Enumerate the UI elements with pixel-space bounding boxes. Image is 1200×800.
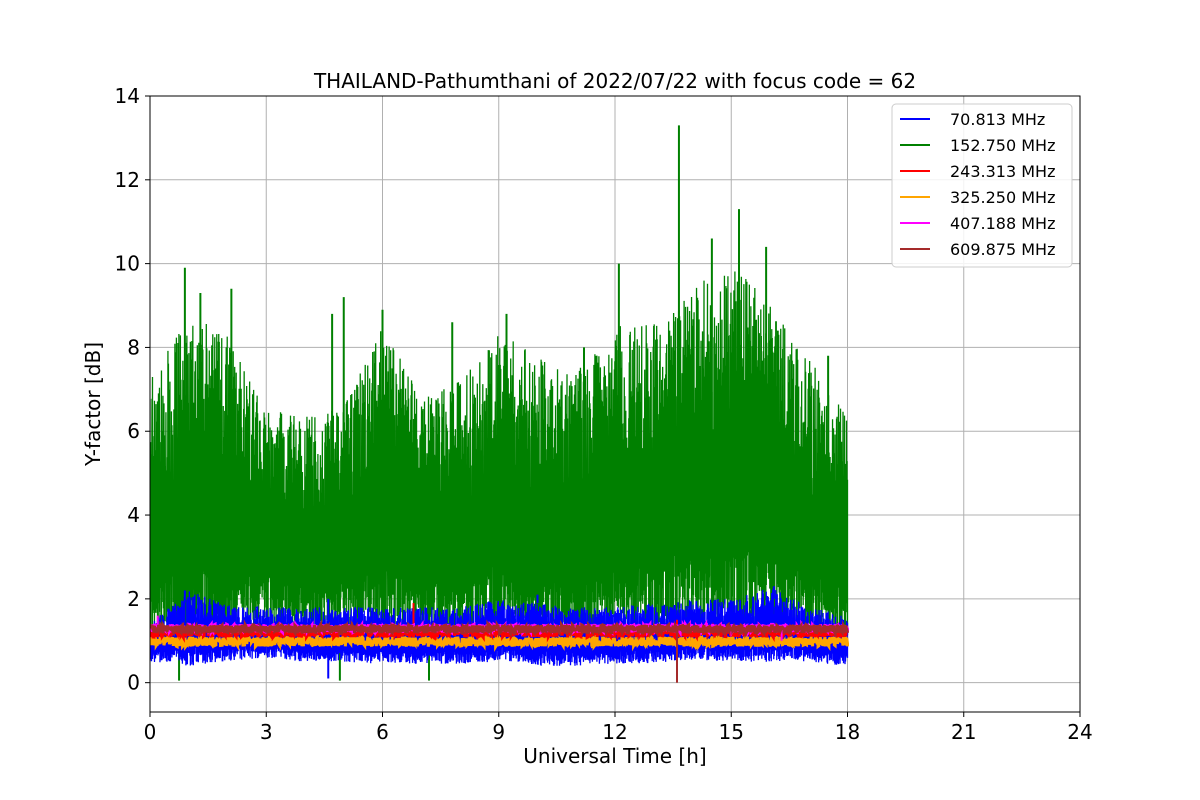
x-tick-label: 3	[260, 720, 273, 744]
legend-item: 152.750 MHz	[900, 136, 1055, 155]
legend-label: 152.750 MHz	[950, 136, 1055, 155]
y-tick-label: 0	[127, 671, 140, 695]
legend: 70.813 MHz 152.750 MHz 243.313 MHz 325.250 …	[891, 103, 1073, 268]
legend-label: 70.813 MHz	[950, 110, 1045, 129]
legend-label: 325.250 MHz	[950, 188, 1055, 207]
series-609-875-MHz	[150, 619, 849, 683]
series-152-750-MHz	[150, 125, 849, 681]
legend-label: 243.313 MHz	[950, 162, 1055, 181]
y-tick-label: 8	[127, 335, 140, 359]
legend-label: 407.188 MHz	[950, 214, 1055, 233]
legend-item: 70.813 MHz	[900, 110, 1045, 129]
x-tick-label: 9	[492, 720, 505, 744]
series-layer	[150, 125, 849, 683]
series-line	[150, 619, 849, 639]
y-tick-label: 4	[127, 503, 140, 527]
series-line	[150, 631, 849, 653]
legend-item: 243.313 MHz	[900, 162, 1055, 181]
x-tick-label: 0	[144, 720, 157, 744]
x-tick-label: 18	[835, 720, 860, 744]
x-tick-label: 12	[602, 720, 627, 744]
series-line	[150, 271, 849, 648]
legend-item: 325.250 MHz	[900, 188, 1055, 207]
y-axis-label: Y-factor [dB]	[81, 342, 105, 467]
y-tick-label: 6	[127, 419, 140, 443]
x-tick-label: 6	[376, 720, 389, 744]
series-325-250-MHz	[150, 631, 849, 653]
x-tick-label: 24	[1067, 720, 1092, 744]
y-tick-label: 14	[115, 84, 140, 108]
x-axis-label: Universal Time [h]	[523, 744, 706, 768]
x-tick-label: 21	[951, 720, 976, 744]
legend-item: 407.188 MHz	[900, 214, 1055, 233]
x-tick-label: 15	[719, 720, 744, 744]
y-tick-label: 10	[115, 252, 140, 276]
legend-label: 609.875 MHz	[950, 240, 1055, 259]
legend-box	[891, 103, 1073, 268]
legend-item: 609.875 MHz	[900, 240, 1055, 259]
y-tick-label: 2	[127, 587, 140, 611]
y-tick-label: 12	[115, 168, 140, 192]
chart-title: THAILAND-Pathumthani of 2022/07/22 with …	[313, 69, 916, 93]
